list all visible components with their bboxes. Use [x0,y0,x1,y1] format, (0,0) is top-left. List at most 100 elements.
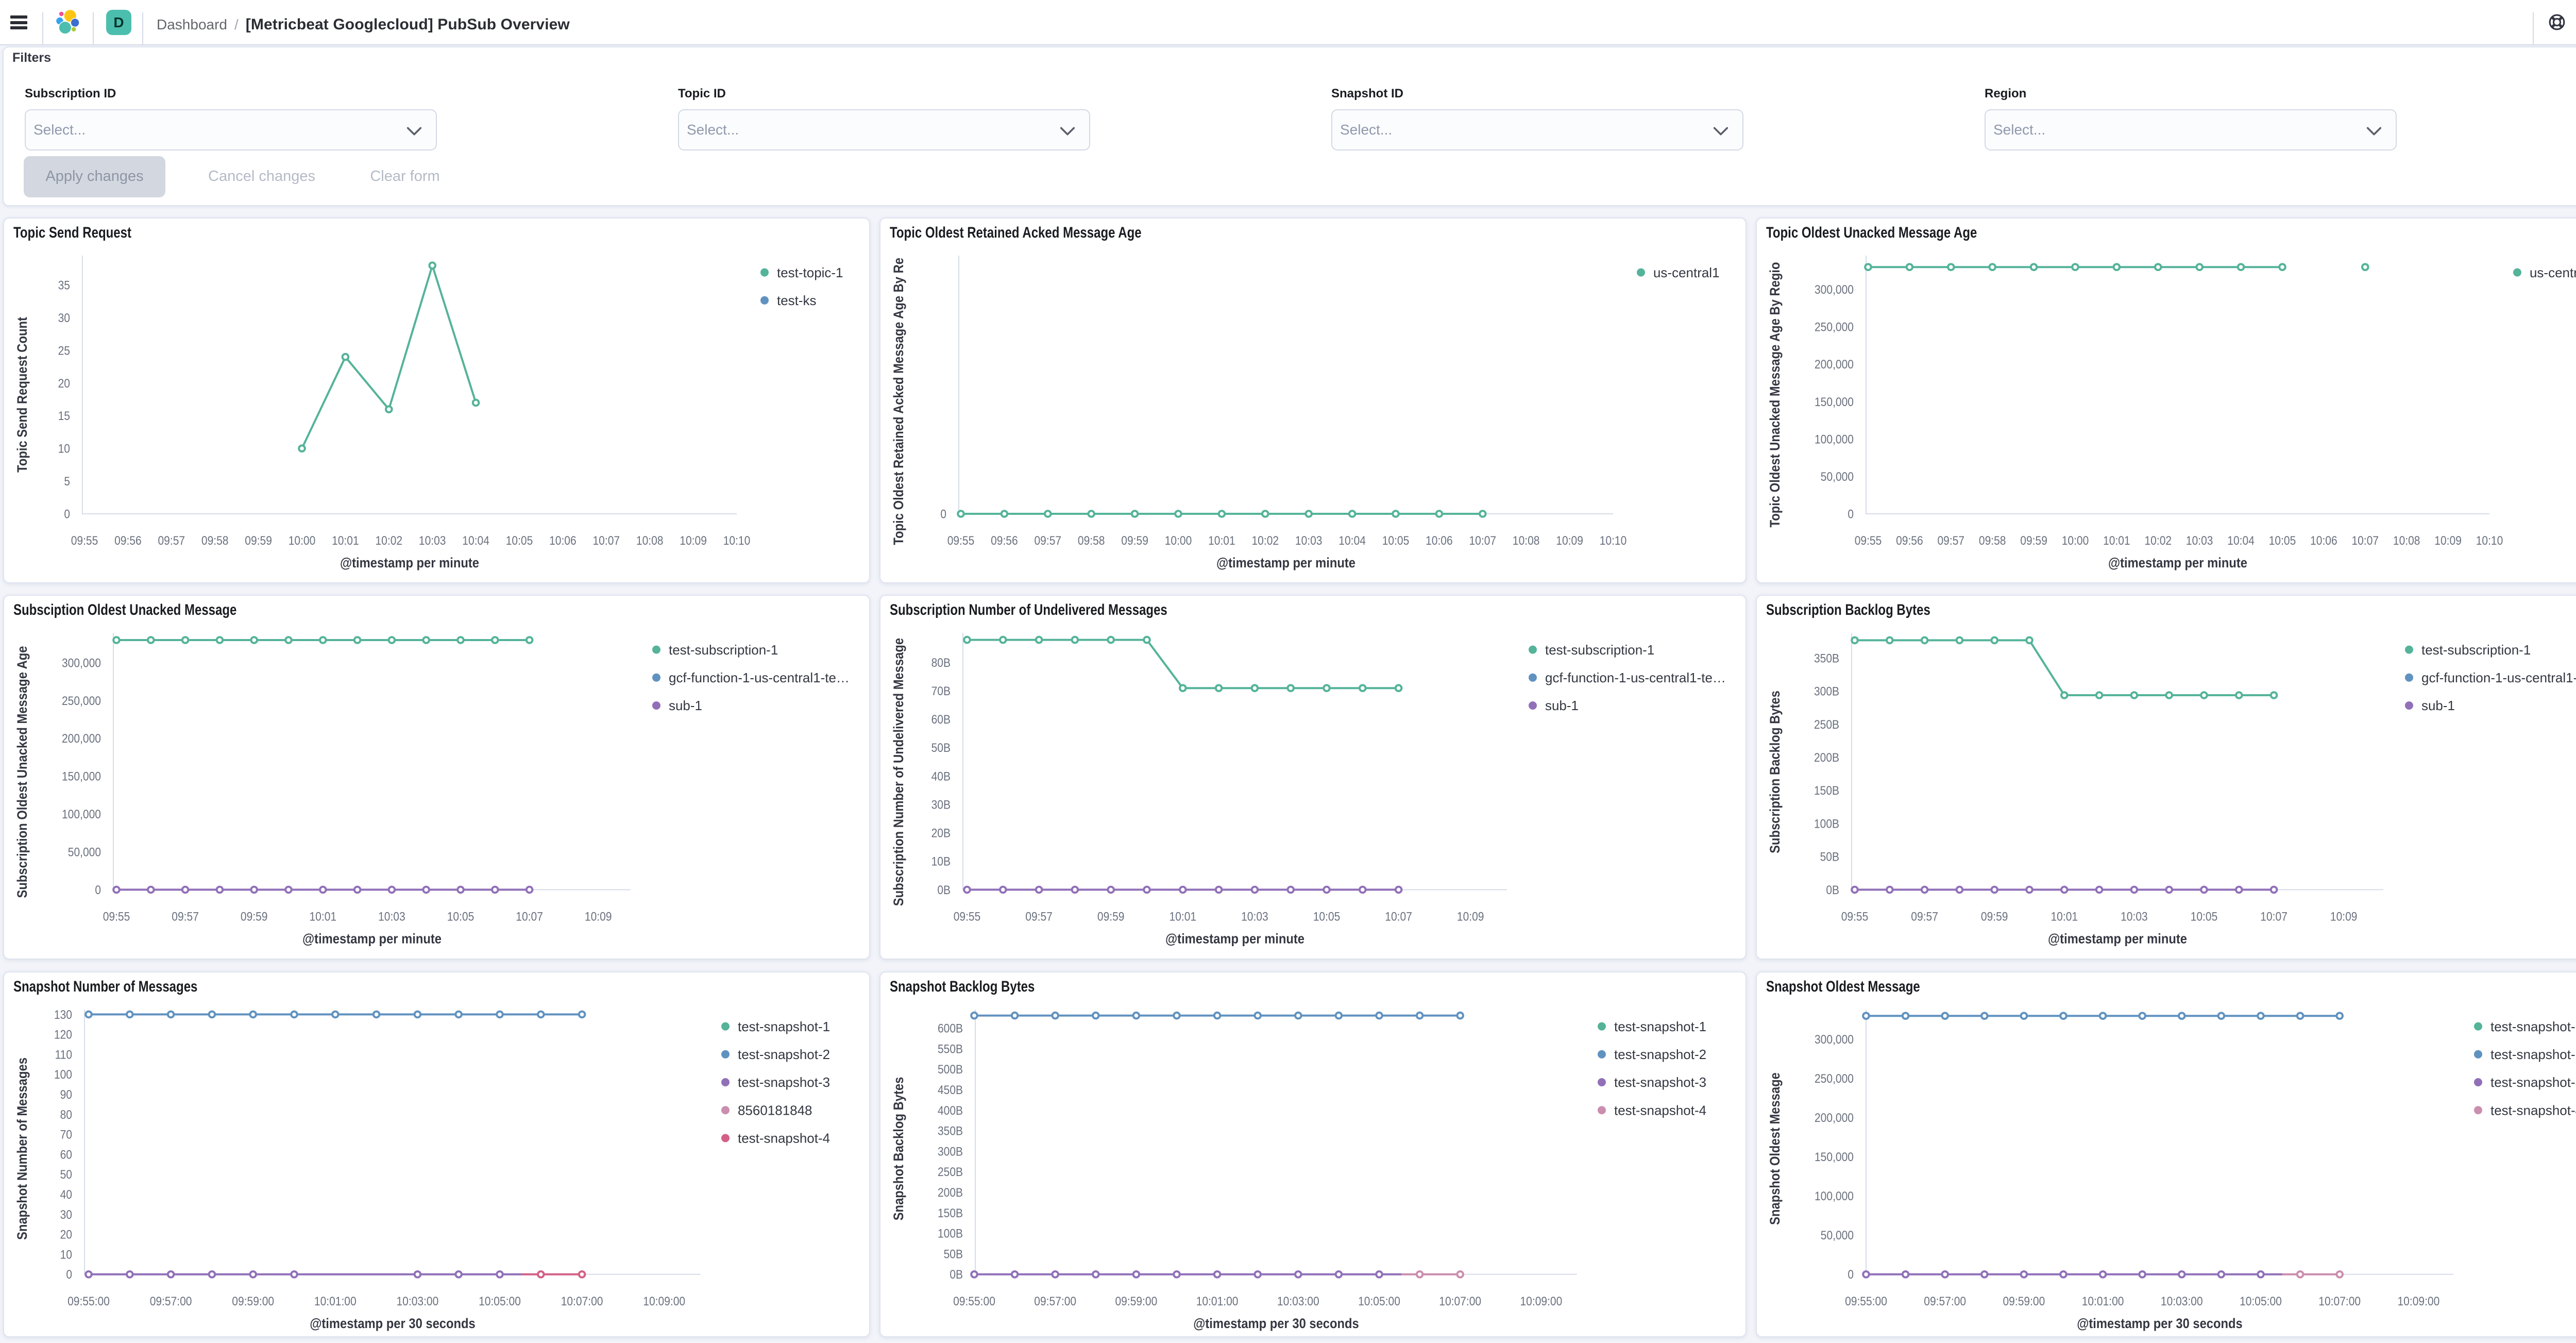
svg-text:test-snapshot-2: test-snapshot-2 [2490,1047,2576,1062]
svg-text:50B: 50B [944,1248,963,1262]
svg-text:250,000: 250,000 [62,694,101,708]
svg-text:0B: 0B [1826,883,1839,897]
svg-text:10:03: 10:03 [378,910,405,924]
svg-text:test-subscription-1: test-subscription-1 [1545,642,1654,658]
svg-text:50B: 50B [1820,850,1839,864]
svg-text:10:03: 10:03 [2121,910,2148,924]
svg-text:@timestamp per minute: @timestamp per minute [2048,931,2187,946]
svg-text:Subscription Oldest Unacked Me: Subscription Oldest Unacked Message Age [14,646,30,898]
svg-text:gcf-function-1-us-central1-te…: gcf-function-1-us-central1-te… [2421,670,2576,685]
svg-text:09:59: 09:59 [2020,534,2047,548]
svg-text:10:01: 10:01 [2103,534,2130,548]
svg-text:250,000: 250,000 [1815,1072,1854,1086]
svg-text:10:05: 10:05 [447,910,474,924]
svg-text:250B: 250B [938,1165,963,1179]
svg-text:09:55:00: 09:55:00 [1845,1295,1887,1308]
svg-text:80B: 80B [931,656,951,670]
svg-text:10:06: 10:06 [2310,534,2337,548]
svg-text:150,000: 150,000 [62,770,101,784]
svg-text:@timestamp per minute: @timestamp per minute [1216,555,1355,570]
svg-text:Subscription Backlog Bytes: Subscription Backlog Bytes [1766,601,1930,618]
svg-text:09:58: 09:58 [1979,534,2006,548]
svg-text:09:57:00: 09:57:00 [1924,1295,1966,1308]
svg-text:35: 35 [58,279,70,293]
svg-text:200,000: 200,000 [1815,1111,1854,1125]
svg-text:10:10: 10:10 [2476,534,2503,548]
svg-text:test-snapshot-3: test-snapshot-3 [738,1075,830,1090]
svg-text:0: 0 [940,507,946,521]
svg-text:50,000: 50,000 [68,845,101,859]
svg-text:10:09: 10:09 [585,910,612,924]
svg-text:10:01:00: 10:01:00 [1196,1295,1239,1308]
svg-text:09:59: 09:59 [245,534,272,548]
svg-text:10:09: 10:09 [1556,534,1583,548]
svg-text:09:55: 09:55 [1855,534,1882,548]
svg-text:150B: 150B [1814,784,1839,798]
svg-text:10:09:00: 10:09:00 [1520,1295,1562,1308]
svg-text:10B: 10B [931,855,951,869]
svg-text:10:01: 10:01 [310,910,337,924]
svg-text:10:06: 10:06 [1426,534,1453,548]
svg-text:300B: 300B [1814,685,1839,699]
svg-text:10:10: 10:10 [1600,534,1627,548]
svg-text:09:55:00: 09:55:00 [953,1295,995,1308]
svg-text:40: 40 [60,1188,72,1202]
svg-text:09:55: 09:55 [1841,910,1869,924]
svg-text:Topic Oldest Unacked Message A: Topic Oldest Unacked Message Age [1766,224,1977,241]
svg-text:100B: 100B [938,1227,963,1241]
svg-text:test-snapshot-1: test-snapshot-1 [2490,1019,2576,1034]
svg-text:09:56: 09:56 [114,534,142,548]
svg-text:200B: 200B [1814,751,1839,765]
svg-text:Snapshot Number of Messages: Snapshot Number of Messages [14,1057,30,1240]
svg-text:100: 100 [54,1068,72,1082]
svg-text:10:05: 10:05 [2269,534,2296,548]
svg-text:300,000: 300,000 [62,656,101,670]
svg-text:30: 30 [60,1208,72,1222]
svg-text:200,000: 200,000 [62,732,101,746]
svg-text:10:01: 10:01 [1208,534,1235,548]
svg-text:gcf-function-1-us-central1-te…: gcf-function-1-us-central1-te… [669,670,850,685]
svg-text:0: 0 [66,1268,72,1282]
svg-text:10:09:00: 10:09:00 [643,1295,685,1308]
svg-text:10:07: 10:07 [1385,910,1412,924]
svg-text:70: 70 [60,1128,72,1142]
svg-text:110: 110 [55,1048,72,1062]
svg-text:30B: 30B [931,798,951,812]
svg-text:20B: 20B [931,827,951,841]
svg-text:60: 60 [60,1148,72,1162]
svg-text:10:07: 10:07 [592,534,620,548]
svg-text:550B: 550B [938,1043,963,1056]
svg-text:100,000: 100,000 [1815,432,1854,446]
svg-text:10: 10 [58,442,70,456]
svg-text:09:59:00: 09:59:00 [2003,1295,2045,1308]
svg-text:300B: 300B [938,1145,963,1159]
svg-text:10:02: 10:02 [1251,534,1279,548]
svg-text:10:03: 10:03 [2186,534,2213,548]
svg-text:sub-1: sub-1 [669,698,702,713]
svg-text:90: 90 [60,1088,72,1102]
svg-text:10:02: 10:02 [375,534,402,548]
svg-text:0: 0 [1848,507,1854,521]
svg-text:50,000: 50,000 [1821,470,1854,484]
svg-text:50: 50 [60,1168,72,1182]
svg-text:test-ks: test-ks [777,293,817,308]
svg-text:09:56: 09:56 [991,534,1018,548]
svg-text:@timestamp per 30 seconds: @timestamp per 30 seconds [310,1316,476,1331]
svg-text:09:59: 09:59 [1981,910,2008,924]
svg-text:09:57: 09:57 [158,534,185,548]
svg-text:10:06: 10:06 [549,534,577,548]
svg-text:10:08: 10:08 [636,534,664,548]
svg-text:@timestamp per minute: @timestamp per minute [1165,931,1304,946]
svg-text:130: 130 [54,1008,72,1022]
svg-text:120: 120 [54,1028,72,1042]
svg-text:10:03: 10:03 [1241,910,1268,924]
svg-text:10:09: 10:09 [2330,910,2358,924]
svg-text:Topic Oldest Retained Acked Me: Topic Oldest Retained Acked Message Age … [891,258,906,545]
svg-text:0: 0 [64,507,70,521]
svg-text:70B: 70B [931,684,951,698]
svg-text:10:05: 10:05 [1382,534,1410,548]
svg-text:200B: 200B [938,1186,963,1200]
svg-text:Snapshot Number of Messages: Snapshot Number of Messages [13,978,197,995]
svg-text:09:57: 09:57 [1025,910,1053,924]
svg-text:150,000: 150,000 [1815,1150,1854,1164]
